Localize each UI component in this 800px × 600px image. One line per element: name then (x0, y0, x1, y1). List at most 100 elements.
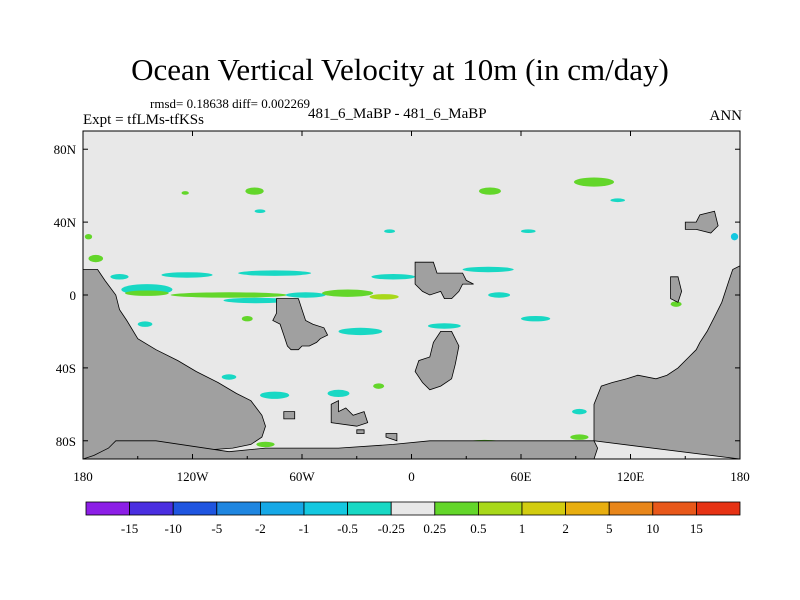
colorbar-swatch (390, 501, 436, 516)
anomaly-patch (238, 270, 312, 276)
colorbar-label: 10 (646, 521, 659, 536)
anomaly-patch (338, 327, 383, 336)
colorbar-label: -10 (165, 521, 182, 536)
y-tick-label: 0 (70, 288, 77, 303)
anomaly-patch (479, 187, 501, 195)
anomaly-patch (254, 209, 266, 213)
colorbar-label: -1 (299, 521, 310, 536)
y-axis: 80N 40N 0 40S 80S (54, 142, 740, 449)
anomaly-patch (570, 434, 589, 440)
y-tick-label: 40N (54, 215, 77, 230)
land-mass (385, 433, 398, 442)
x-tick-label: 180 (730, 469, 750, 484)
anomaly-patch (572, 408, 587, 415)
anomaly-patches (84, 177, 739, 448)
land-mass (684, 210, 719, 234)
anomaly-patch (88, 254, 104, 263)
anomaly-patch (170, 292, 288, 298)
colorbar-label: 0.25 (423, 521, 446, 536)
colorbar-swatch (608, 501, 654, 516)
y-tick-label: 40S (56, 361, 76, 376)
case-label: 481_6_MaBP - 481_6_MaBP (308, 106, 487, 122)
anomaly-patch (327, 389, 350, 398)
colorbar-swatch (347, 501, 392, 516)
anomaly-patch (384, 229, 396, 234)
anomaly-patch (670, 301, 682, 307)
anomaly-patch (427, 323, 461, 329)
anomaly-patch (369, 294, 399, 300)
colorbar-swatch (216, 501, 261, 516)
anomaly-patch (84, 233, 93, 240)
anomaly-patch (521, 315, 551, 322)
colorbar-swatch (696, 501, 741, 516)
colorbar-label: -0.5 (337, 521, 358, 536)
anomaly-patch (371, 274, 416, 280)
colorbar-swatch (259, 501, 305, 516)
anomaly-patch (223, 297, 290, 304)
anomaly-patch (137, 321, 153, 327)
colorbar-label: 1 (519, 521, 526, 536)
colorbar-label: 2 (562, 521, 569, 536)
colorbar-swatch (652, 501, 697, 516)
colorbar-swatch (477, 501, 523, 516)
colorbar-label: -15 (121, 521, 138, 536)
x-tick-label: 0 (408, 469, 415, 484)
colorbar-label: -2 (255, 521, 266, 536)
anomaly-patch (462, 266, 514, 273)
anomaly-patch (241, 315, 253, 322)
land-mass (670, 276, 683, 303)
x-axis: 180 120W 60W 0 60E 120E 180 (73, 131, 750, 484)
anomaly-patch (373, 383, 385, 389)
colorbar-swatch (434, 501, 479, 516)
land-mass (83, 269, 266, 459)
x-tick-label: 60E (511, 469, 532, 484)
land-mass (593, 265, 740, 459)
land-mass (272, 298, 329, 351)
land-mass (356, 429, 365, 434)
land-masses (83, 210, 740, 459)
anomaly-patch (521, 229, 536, 234)
colorbar-swatch (172, 501, 218, 516)
anomaly-patch (322, 289, 374, 297)
colorbar-swatch (303, 501, 348, 516)
period-label: ANN (709, 108, 743, 124)
anomaly-patch (256, 441, 275, 448)
colorbar-label: 5 (606, 521, 613, 536)
x-tick-label: 60W (289, 469, 315, 484)
colorbar-label: -5 (211, 521, 222, 536)
y-tick-label: 80N (54, 142, 77, 157)
anomaly-patch (260, 391, 290, 399)
anomaly-patch (573, 177, 615, 187)
land-mass (283, 411, 296, 420)
colorbar-label: 0.5 (470, 521, 486, 536)
x-tick-label: 180 (73, 469, 93, 484)
anomaly-patch (161, 272, 213, 278)
land-mass (83, 440, 599, 459)
anomaly-patch (181, 191, 189, 195)
colorbar-swatch (521, 501, 566, 516)
experiment-label: Expt = tfLMs-tfKSs (83, 112, 204, 128)
colorbar-label: -0.25 (378, 521, 405, 536)
anomaly-patch (245, 187, 264, 195)
y-tick-label: 80S (56, 434, 76, 449)
land-mass (330, 400, 369, 427)
chart-title: Ocean Vertical Velocity at 10m (in cm/da… (131, 52, 669, 87)
colorbar-label: 15 (690, 521, 703, 536)
anomaly-patch (110, 274, 129, 280)
colorbar-swatch (129, 501, 174, 516)
land-mass (414, 330, 460, 391)
anomaly-patch (124, 290, 169, 296)
anomaly-patch (221, 374, 237, 380)
x-tick-label: 120E (617, 469, 645, 484)
anomaly-patch (488, 292, 511, 298)
anomaly-patch (610, 198, 626, 203)
stats-line: rmsd= 0.18638 diff= 0.002269 (150, 96, 310, 111)
x-tick-label: 120W (177, 469, 210, 484)
land-mass (414, 261, 474, 300)
anomaly-patch (285, 292, 326, 298)
colorbar-swatch (85, 501, 130, 516)
anomaly-patch (730, 233, 739, 241)
colorbar-swatch (565, 501, 610, 516)
colorbar: -15 -10 -5 -2 -1 -0.5 -0.25 0.25 0.5 1 2 5 10 15 (85, 501, 741, 536)
